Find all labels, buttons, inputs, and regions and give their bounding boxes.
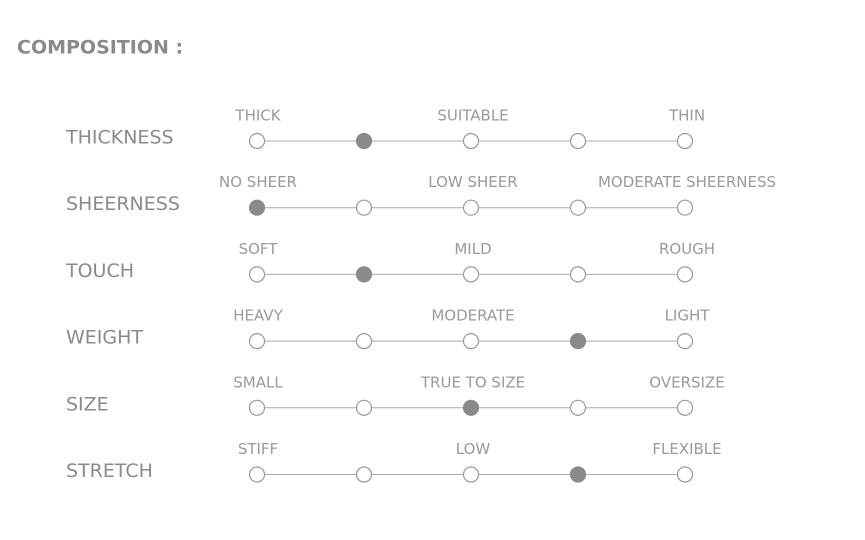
- row-label: SHEERNESS: [66, 193, 180, 215]
- dot: [462, 333, 480, 350]
- row-label: TOUCH: [65, 260, 134, 282]
- dot: [462, 466, 480, 483]
- selected-dot: [248, 199, 266, 216]
- scale-label: MODERATE: [431, 307, 514, 325]
- selected-dot: [569, 466, 587, 483]
- scale-label: MODERATE SHEERNESS: [598, 173, 776, 191]
- scale-label: SUITABLE: [437, 107, 508, 125]
- dot: [569, 399, 587, 416]
- selected-dot: [355, 132, 373, 150]
- dot: [355, 466, 373, 483]
- scale-label: THIN: [668, 107, 705, 125]
- selected-dot: [355, 266, 373, 283]
- scale-label: LIGHT: [665, 307, 711, 325]
- dot: [569, 199, 587, 216]
- scale-label: THICK: [234, 107, 281, 125]
- dot: [248, 333, 266, 350]
- scale-label: ROUGH: [659, 240, 715, 258]
- scale-label: NO SHEER: [219, 173, 297, 191]
- scale-label: STIFF: [238, 440, 278, 458]
- scale-label: LOW SHEER: [428, 173, 517, 191]
- dot: [676, 333, 694, 350]
- row-label: WEIGHT: [66, 327, 143, 349]
- dot: [355, 399, 373, 416]
- selected-dot: [569, 333, 587, 350]
- dot: [676, 132, 694, 150]
- dot: [248, 466, 266, 483]
- scale-label: OVERSIZE: [649, 373, 724, 391]
- row-label: SIZE: [66, 393, 109, 415]
- row-label: STRETCH: [66, 460, 153, 482]
- scale-label: TRUE TO SIZE: [420, 373, 525, 391]
- scale-label: HEAVY: [233, 307, 283, 325]
- dot: [462, 199, 480, 216]
- dot: [355, 199, 373, 216]
- scale-label: LOW: [456, 440, 491, 458]
- dot: [676, 199, 694, 216]
- dot: [676, 266, 694, 283]
- dot: [569, 266, 587, 283]
- dot: [569, 132, 587, 150]
- scale-label: SOFT: [239, 240, 279, 258]
- dot: [248, 132, 266, 150]
- title: COMPOSITION :: [17, 37, 183, 59]
- dot: [676, 466, 694, 483]
- dot: [462, 132, 480, 150]
- scale-label: MILD: [454, 240, 491, 258]
- dot: [248, 399, 266, 416]
- dot: [462, 266, 480, 283]
- dot: [355, 333, 373, 350]
- scale-label: SMALL: [233, 373, 283, 391]
- selected-dot: [462, 399, 480, 416]
- row-label: THICKNESS: [65, 127, 174, 149]
- dot: [248, 266, 266, 283]
- scale-label: FLEXIBLE: [652, 440, 721, 458]
- dot: [676, 399, 694, 416]
